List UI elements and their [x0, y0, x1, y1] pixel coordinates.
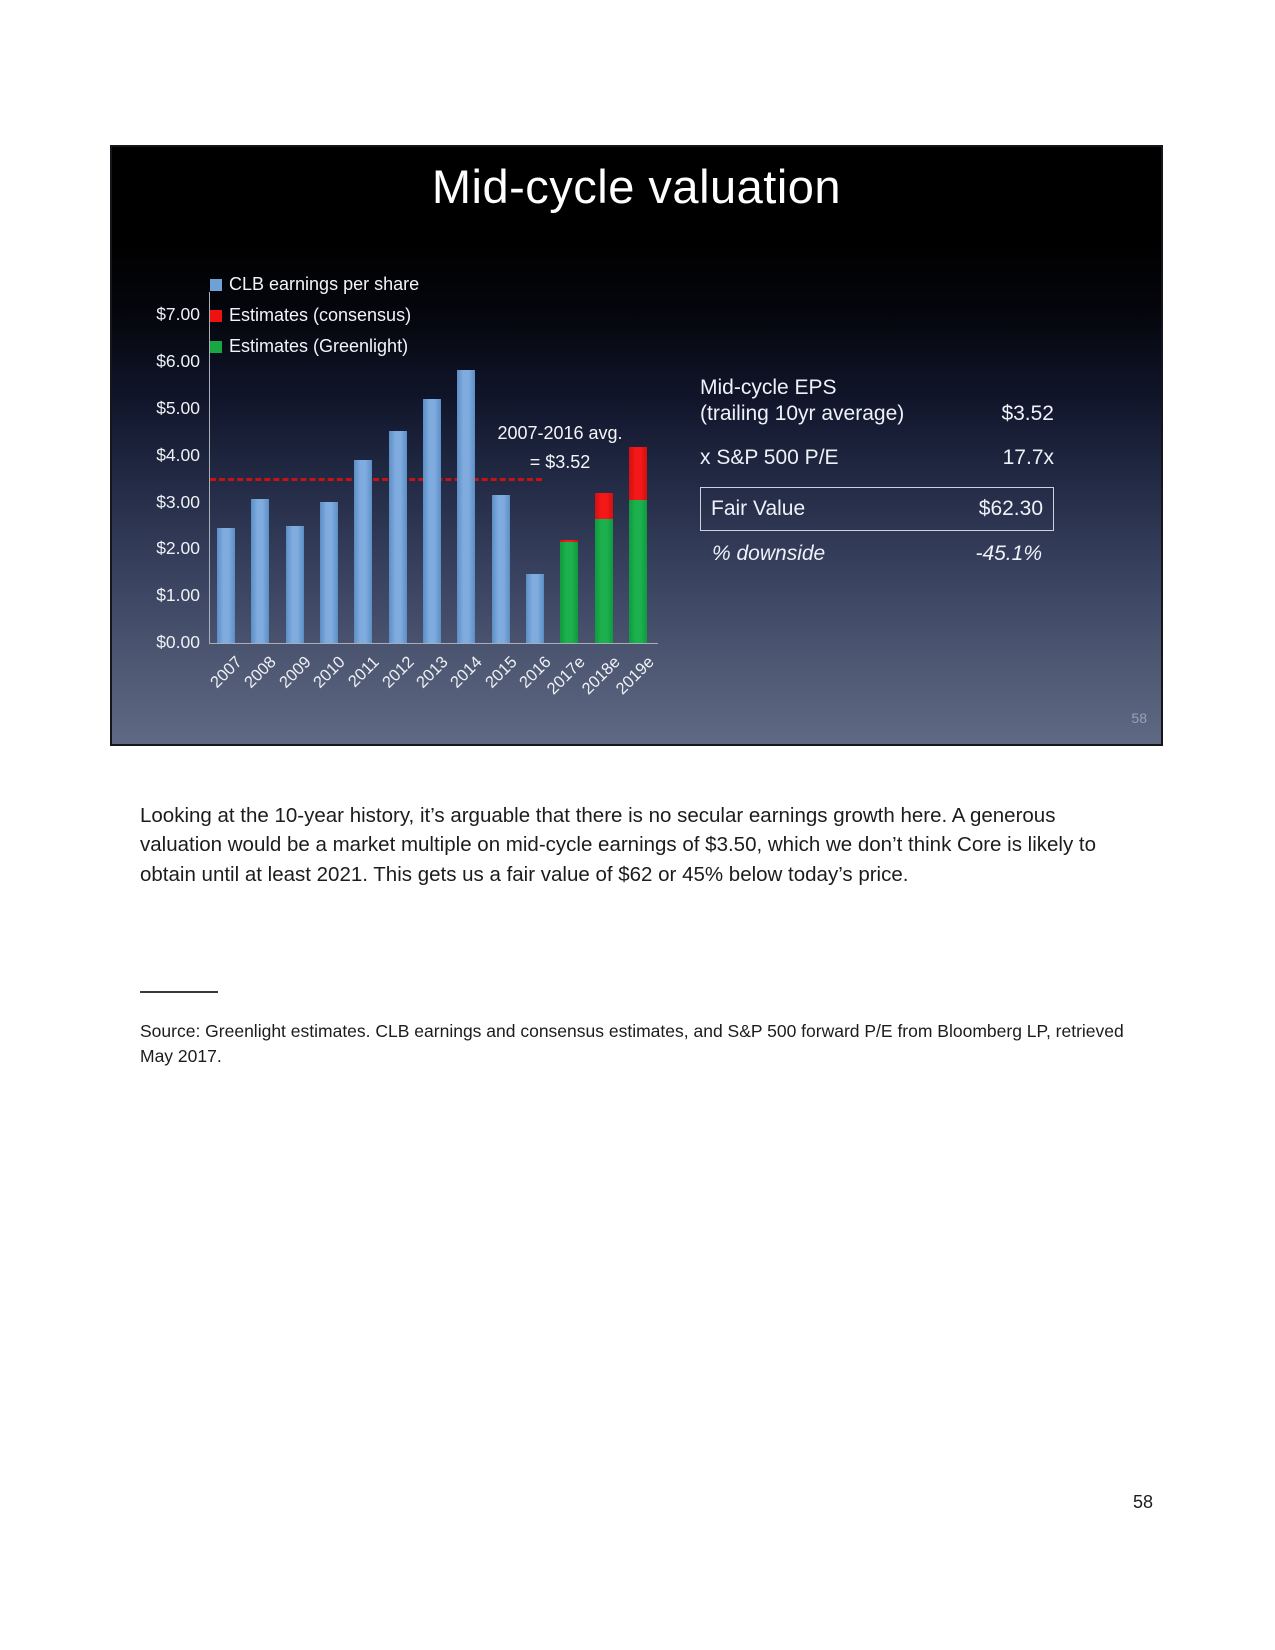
legend-label: Estimates (Greenlight): [229, 336, 409, 356]
x-axis-label-2009: 2009: [275, 653, 315, 692]
y-axis-tick-label: $2.00: [156, 538, 200, 559]
bar-2017e-greenlight: [560, 542, 579, 643]
fair-value-amount: $62.30: [978, 497, 1043, 520]
bar-2007-clb: [217, 528, 235, 643]
slide-page-number: 58: [1131, 710, 1147, 726]
fair-value-label: Fair Value: [711, 497, 806, 520]
mid-cycle-eps-label-line2: (trailing 10yr average): [700, 402, 905, 425]
bar-2012-clb: [388, 431, 407, 643]
valuation-panel: Mid-cycle EPS (trailing 10yr average) $3…: [700, 375, 1054, 567]
plot-area: 2007 2008 2009 2010 2011 2012 2013 2014 2015 2016…: [207, 292, 658, 698]
average-annotation: 2007-2016 avg. = $3.52: [464, 419, 656, 477]
x-axis-label-2019e: 2019e: [612, 653, 658, 699]
bar-2011-clb: [354, 460, 373, 643]
legend-item-clb: CLB earnings per share: [210, 269, 419, 300]
bar-2016-clb: [525, 573, 544, 643]
bar-2019e-greenlight: [628, 500, 647, 643]
mid-cycle-eps-label-line1: Mid-cycle EPS: [700, 376, 837, 399]
legend-label: CLB earnings per share: [229, 274, 420, 294]
bar-2008-clb: [251, 499, 270, 643]
source-note: Source: Greenlight estimates. CLB earnin…: [140, 1020, 1124, 1067]
bar-2014-clb: [457, 369, 476, 643]
blue-swatch-icon: [210, 278, 222, 291]
bar-2018e-greenlight: [594, 518, 613, 643]
page-number: 58: [1133, 1492, 1154, 1512]
x-axis-label-2017e: 2017e: [543, 653, 589, 699]
panel-row-downside: % downside -45.1%: [700, 541, 1054, 567]
y-axis-tick-label: $6.00: [156, 351, 200, 372]
red-swatch-icon: [210, 309, 222, 322]
legend-item-greenlight: Estimates (Greenlight): [210, 331, 419, 362]
green-swatch-icon: [210, 340, 222, 353]
y-axis-tick-label: $7.00: [156, 304, 200, 325]
y-axis-tick-label: $0.00: [156, 632, 200, 652]
slide-mid-cycle-valuation: Mid-cycle valuation CLB earnings per sha…: [110, 145, 1163, 746]
y-axis-labels: $7.00 $6.00 $5.00 $4.00 $3.00 $2.00 $1.00 $0.00: [128, 147, 200, 744]
bar-2019e-consensus_excess: [628, 446, 647, 501]
average-annotation-line1: 2007-2016 avg.: [497, 423, 623, 443]
bar-2018e-consensus_excess: [594, 493, 613, 519]
chart-legend: CLB earnings per share Estimates (consen…: [210, 269, 419, 362]
y-axis-tick-label: $1.00: [156, 585, 200, 606]
average-annotation-line2: = $3.52: [529, 452, 591, 472]
mid-cycle-eps-value: $3.52: [1001, 402, 1054, 425]
x-axis-label-2011: 2011: [345, 653, 383, 691]
body-paragraph: Looking at the 10-year history, it’s arg…: [140, 803, 1097, 886]
footnote-divider: [140, 991, 218, 993]
x-axis-label-2008: 2008: [241, 653, 281, 692]
x-axis-label-2018e: 2018e: [578, 653, 624, 699]
x-axis-label-2015: 2015: [481, 653, 521, 692]
panel-row-mid-cycle-eps: Mid-cycle EPS (trailing 10yr average) $3…: [700, 375, 1054, 427]
legend-label: Estimates (consensus): [229, 305, 412, 325]
legend-item-consensus: Estimates (consensus): [210, 300, 419, 331]
bar-2017e-consensus_excess: [560, 540, 579, 543]
x-axis-label-2013: 2013: [412, 653, 452, 692]
y-axis-tick-label: $5.00: [156, 398, 200, 418]
x-axis-label-2007: 2007: [207, 653, 246, 692]
pe-multiple-value: 17.7x: [1002, 446, 1054, 469]
x-axis-label-2012: 2012: [378, 653, 418, 692]
bar-2013-clb: [422, 398, 441, 643]
panel-row-pe-multiple: x S&P 500 P/E 17.7x: [700, 445, 1054, 471]
downside-value: -45.1%: [975, 542, 1042, 565]
panel-row-fair-value: Fair Value $62.30: [700, 487, 1054, 531]
downside-label: % downside: [712, 542, 826, 565]
slide-title: Mid-cycle valuation: [431, 160, 842, 213]
average-dashed-line: [210, 478, 542, 482]
y-axis-tick-label: $3.00: [156, 491, 200, 512]
pe-multiple-label: x S&P 500 P/E: [700, 446, 839, 469]
x-axis-label-2014: 2014: [447, 653, 486, 692]
bar-2010-clb: [319, 501, 338, 643]
y-axis-tick-label: $4.00: [156, 444, 200, 465]
bar-2009-clb: [285, 526, 304, 643]
x-axis-label-2010: 2010: [309, 653, 349, 692]
bar-2015-clb: [491, 495, 510, 643]
